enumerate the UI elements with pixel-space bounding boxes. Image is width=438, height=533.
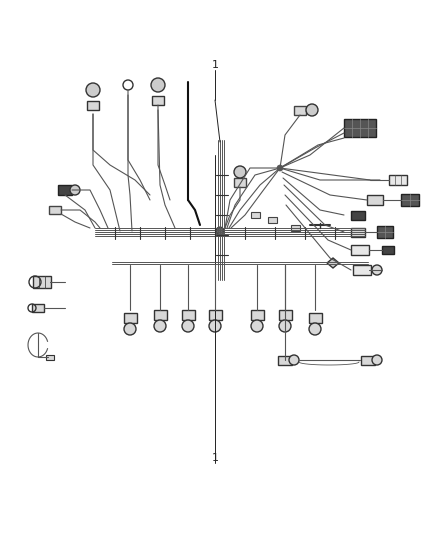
Bar	[344, 119, 376, 137]
Bar	[401, 194, 419, 206]
Bar	[49, 206, 61, 214]
Circle shape	[289, 355, 299, 365]
Bar	[353, 265, 371, 275]
Bar	[87, 101, 99, 109]
Bar	[46, 354, 54, 359]
Bar	[152, 95, 164, 104]
Bar	[279, 310, 292, 320]
Bar	[251, 310, 264, 320]
Bar	[351, 245, 369, 255]
Bar	[367, 195, 383, 205]
Circle shape	[154, 320, 166, 332]
Circle shape	[279, 320, 291, 332]
Bar	[351, 228, 365, 237]
Bar	[278, 356, 292, 365]
Circle shape	[216, 227, 224, 235]
Bar	[251, 212, 259, 218]
Circle shape	[372, 355, 382, 365]
Bar	[33, 276, 51, 288]
Circle shape	[251, 320, 263, 332]
Bar	[361, 356, 375, 365]
Bar	[124, 313, 137, 323]
Circle shape	[306, 104, 318, 116]
Circle shape	[234, 166, 246, 178]
Bar	[382, 246, 394, 254]
Bar	[153, 310, 166, 320]
Circle shape	[86, 83, 100, 97]
Circle shape	[182, 320, 194, 332]
Bar	[308, 313, 321, 323]
Bar	[389, 175, 407, 185]
Text: 1: 1	[212, 60, 219, 70]
Bar	[268, 217, 276, 223]
Circle shape	[70, 185, 80, 195]
Circle shape	[151, 78, 165, 92]
Bar	[234, 177, 246, 187]
Bar	[32, 304, 44, 312]
Circle shape	[209, 320, 221, 332]
Bar	[208, 310, 222, 320]
Text: 1: 1	[212, 453, 219, 463]
Circle shape	[124, 323, 136, 335]
Circle shape	[372, 265, 382, 275]
Bar	[290, 225, 300, 231]
Bar	[294, 106, 306, 115]
Bar	[351, 211, 365, 220]
Bar	[181, 310, 194, 320]
Bar	[377, 226, 393, 238]
Polygon shape	[327, 258, 339, 268]
Circle shape	[277, 165, 283, 171]
Bar	[58, 185, 72, 195]
Circle shape	[309, 323, 321, 335]
